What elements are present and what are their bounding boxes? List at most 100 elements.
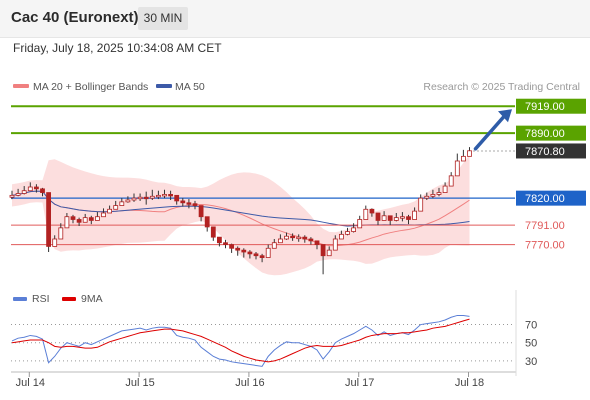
candle-body: [467, 150, 472, 157]
candle-body: [460, 155, 466, 162]
bollinger-band-area: [12, 154, 470, 276]
ma20-legend-label: MA 20 + Bollinger Bands: [33, 81, 148, 93]
rsi-line: [11, 314, 470, 367]
timeframe-button[interactable]: 30 MIN: [138, 7, 188, 30]
rsi-panel: 70 50 30: [11, 314, 537, 368]
candle-body: [345, 231, 350, 235]
instrument-title: Cac 40 (Euronext): [11, 9, 139, 26]
candle-body: [326, 249, 332, 257]
rsi-tick-70: 70: [525, 320, 537, 332]
rsi-ma-line: [11, 318, 470, 363]
candle-body: [284, 235, 289, 240]
candle-body: [381, 215, 387, 221]
resistance-label-1: 7890.00: [525, 128, 565, 140]
pivot-label-box-3: [516, 190, 586, 206]
candle-body: [290, 235, 296, 239]
time-axis: Jul 14 Jul 15 Jul 16 Jul 17 Jul 18: [11, 290, 517, 389]
candle-body: [223, 242, 228, 245]
candle-body: [454, 160, 460, 177]
candle-body: [40, 188, 45, 193]
candle-body: [375, 212, 381, 221]
candle-body: [436, 192, 442, 195]
candle-body: [448, 175, 454, 187]
candle-body: [442, 185, 448, 193]
rsi-legend-swatch: [13, 297, 27, 301]
resistance-label-box-1: [516, 125, 586, 141]
candle-body: [186, 202, 192, 205]
candle-body: [277, 238, 283, 244]
candle-body: [174, 194, 180, 202]
candle-body: [155, 194, 161, 198]
candle-body: [88, 217, 94, 221]
candle-body: [393, 217, 399, 221]
candle-body: [430, 194, 436, 197]
bollinger-bands: [12, 154, 470, 276]
support-label-5: 7770.00: [525, 240, 565, 252]
candle-body: [34, 186, 39, 190]
candle-body: [95, 216, 100, 221]
rsi-tick-30: 30: [525, 356, 537, 368]
candle-body: [424, 195, 430, 199]
ma20-legend-swatch: [13, 84, 29, 88]
pivot-label-3: 7820.00: [525, 193, 565, 205]
candle-body: [119, 201, 125, 206]
candle-body: [265, 247, 271, 258]
candle-body: [70, 216, 76, 220]
candle-body: [259, 255, 265, 258]
candlesticks: [9, 147, 472, 275]
forecast-arrow-shaft: [473, 112, 508, 151]
candle-body: [180, 200, 186, 204]
candle-body: [9, 194, 15, 198]
forecast-arrow: [473, 109, 512, 151]
rsi-tick-50: 50: [525, 338, 537, 350]
candle-body: [357, 219, 363, 229]
candle-body: [302, 236, 308, 240]
candle-body: [58, 227, 64, 240]
candle-body: [229, 244, 235, 249]
candle-body: [235, 247, 241, 251]
rsi-ma-legend-swatch: [62, 297, 76, 301]
copyright-annotation: Research © 2025 Trading Central: [423, 81, 580, 93]
candle-body: [101, 212, 106, 218]
candle-body: [15, 193, 21, 196]
candle-body: [76, 219, 82, 223]
time-tick-label: Jul 15: [125, 377, 154, 389]
ma50-legend-swatch: [156, 84, 172, 88]
candle-body: [137, 196, 143, 200]
candle-body: [216, 236, 222, 244]
candle-body: [52, 238, 58, 247]
candle-body: [369, 208, 375, 214]
candle-body: [314, 240, 320, 245]
candle-body: [125, 199, 131, 203]
candle-body: [46, 192, 51, 247]
candle-body: [387, 215, 393, 221]
candle-body: [247, 251, 253, 255]
ma50-legend-label: MA 50: [175, 81, 205, 93]
rsi-legend-label: RSI: [32, 293, 50, 305]
candle-body: [82, 217, 88, 223]
candle-body: [210, 226, 216, 238]
rsi-ma-legend-label: 9MA: [81, 293, 103, 305]
candle-body: [241, 249, 247, 253]
candle-body: [198, 205, 204, 218]
resistance-label-box-0: [516, 98, 586, 114]
candle-body: [338, 233, 344, 240]
candle-body: [320, 244, 326, 257]
time-tick-label: Jul 16: [235, 377, 264, 389]
candle-body: [21, 190, 27, 194]
candle-body: [418, 197, 424, 212]
candle-body: [308, 238, 314, 242]
candle-body: [412, 210, 418, 220]
candle-body: [64, 216, 70, 229]
candle-body: [399, 216, 405, 219]
candle-body: [351, 227, 357, 232]
time-tick-label: Jul 18: [455, 377, 484, 389]
candle-body: [204, 216, 210, 228]
rsi-legend: RSI 9MA: [13, 293, 103, 305]
candle-body: [131, 197, 137, 201]
candle-body: [162, 194, 167, 197]
candle-body: [107, 208, 112, 214]
header-bar: Cac 40 (Euronext) 30 MIN: [0, 0, 590, 38]
